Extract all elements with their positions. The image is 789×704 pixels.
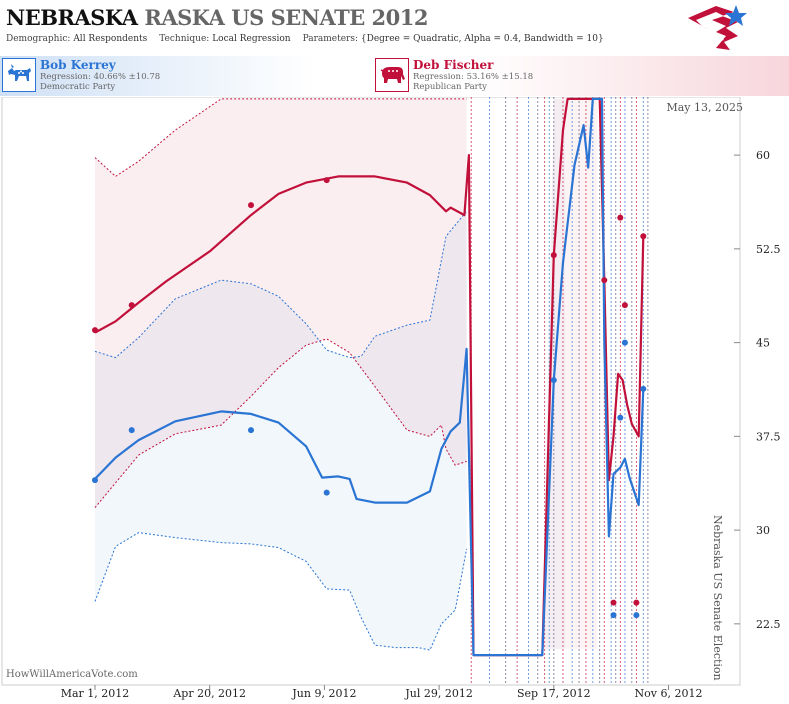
y-tick-label: 45 [756, 337, 770, 350]
poll-point-deb-fischer [92, 327, 98, 334]
watermark: HowWillAmericaVote.com [6, 669, 138, 680]
chart-header: NEBRASKA RASKA US SENATE 2012 Demographi… [0, 0, 789, 52]
y-tick-label: 30 [756, 524, 770, 537]
candidate-regression-democrat: Regression: 40.66% ±10.78 [40, 72, 161, 82]
ci-upper-deb-fischer [94, 98, 467, 178]
regression-line-bob-kerrey [94, 97, 645, 657]
poll-points [92, 177, 647, 619]
poll-point-bob-kerrey [617, 414, 624, 421]
elephant-icon [375, 58, 409, 92]
demographic-value: All Respondents [73, 34, 148, 44]
poll-point-deb-fischer [248, 202, 254, 209]
x-tick-label: Nov 6, 2012 [635, 687, 703, 700]
confidence-interval-lines [94, 98, 468, 651]
ci-band-deb-fischer [95, 98, 467, 508]
candidate-name-republican: Deb Fischer [413, 58, 494, 72]
poll-point-bob-kerrey [92, 477, 98, 484]
y-tick-label: 37.5 [756, 430, 781, 443]
poll-point-deb-fischer [640, 233, 647, 240]
x-tick-label: Apr 20, 2012 [172, 687, 246, 700]
candidate-legend: Bob Kerrey Regression: 40.66% ±10.78 Dem… [0, 56, 789, 96]
candidate-party-republican: Republican Party [413, 82, 487, 92]
donkey-icon [2, 58, 36, 92]
poll-point-deb-fischer [617, 214, 624, 221]
x-tick-label: Jul 29, 2012 [404, 687, 473, 700]
candidate-party-democrat: Democratic Party [40, 82, 116, 92]
regression-chart: 22.5 30 37.5 45 52.5 60 Mar 1, 2012 Apr 20, 20… [1, 97, 781, 700]
poll-point-deb-fischer [633, 599, 640, 606]
y-tick-label: 60 [756, 149, 770, 162]
y-tick-label: 22.5 [756, 618, 781, 631]
ci-band-bob-kerrey [95, 211, 467, 651]
poll-point-bob-kerrey [640, 385, 647, 392]
poll-point-bob-kerrey [248, 427, 254, 434]
technique-label: Technique: [159, 34, 210, 44]
poll-point-deb-fischer [621, 302, 628, 309]
poll-point-bob-kerrey [128, 427, 135, 434]
x-axis: Mar 1, 2012 Apr 20, 2012 Jun 9, 2012 Jul 29… [61, 685, 703, 700]
parameters-value: {Degree = Quadratic, Alpha = 0.4, Bandwi… [360, 34, 604, 44]
candidate-regression-republican: Regression: 53.16% ±15.18 [413, 72, 534, 82]
poll-point-bob-kerrey [550, 377, 557, 384]
x-tick-label: Jun 9, 2012 [291, 687, 356, 700]
title-race: RASKA US SENATE 2012 [144, 5, 428, 30]
y-tick-label: 52.5 [756, 243, 781, 256]
poll-point-deb-fischer [323, 177, 330, 184]
poll-point-bob-kerrey [621, 339, 628, 346]
poll-point-deb-fischer [128, 302, 135, 309]
title-state: NEBRASKA [6, 5, 138, 30]
poll-point-bob-kerrey [323, 489, 330, 496]
ci-lower-bob-kerrey [94, 532, 468, 651]
poll-point-bob-kerrey [633, 612, 640, 619]
technique-value: Local Regression [212, 34, 291, 44]
ci-upper-bob-kerrey [94, 210, 467, 359]
parameters-label: Parameters: [302, 34, 359, 44]
y-axis: 22.5 30 37.5 45 52.5 60 [734, 149, 781, 631]
site-logo-icon [688, 5, 747, 50]
candidate-name-democrat: Bob Kerrey [40, 58, 116, 72]
page-title: NEBRASKA RASKA US SENATE 2012 [6, 5, 428, 30]
x-tick-label: Sep 17, 2012 [517, 687, 591, 700]
parameters-line: Demographic: All Respondents Technique: L… [6, 34, 604, 44]
election-label: Nebraska US Senate Election [711, 515, 724, 681]
poll-point-deb-fischer [610, 599, 617, 606]
ci-lower-deb-fischer [94, 338, 467, 508]
poll-point-deb-fischer [550, 252, 557, 259]
demographic-label: Demographic: [6, 34, 71, 44]
x-tick-label: Mar 1, 2012 [61, 687, 130, 700]
poll-point-deb-fischer [601, 277, 608, 284]
regression-lines [94, 97, 645, 657]
date-stamp: May 13, 2025 [666, 101, 743, 114]
poll-point-bob-kerrey [610, 612, 617, 619]
